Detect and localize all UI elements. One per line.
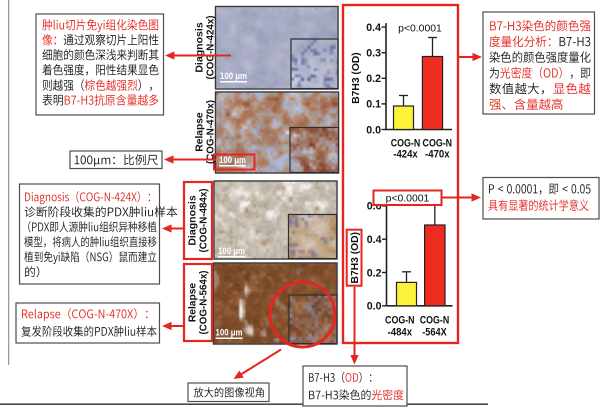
svg-text:Relapse: Relapse: [188, 283, 199, 322]
svg-text:100 μm: 100 μm: [216, 328, 243, 338]
svg-text:100 μm: 100 μm: [220, 71, 247, 81]
svg-text:p<0.0001: p<0.0001: [398, 24, 442, 35]
svg-text:100 μm: 100 μm: [218, 246, 245, 256]
svg-text:0.4: 0.4: [366, 22, 381, 34]
svg-text:0.4: 0.4: [367, 234, 382, 246]
svg-text:-564X: -564X: [422, 327, 447, 339]
svg-text:Relapse: Relapse: [195, 112, 206, 151]
svg-text:0.3: 0.3: [366, 48, 381, 60]
svg-text:(COG-N-424x): (COG-N-424x): [206, 16, 217, 80]
svg-text:Diagnosis: Diagnosis: [195, 22, 206, 73]
svg-text:B7H3 (OD): B7H3 (OD): [350, 232, 361, 284]
svg-text:0.0: 0.0: [366, 124, 381, 136]
svg-text:-424x: -424x: [393, 148, 418, 160]
svg-text:(COG-N-484x): (COG-N-484x): [199, 189, 210, 253]
svg-text:B7H3 (OD): B7H3 (OD): [351, 52, 362, 104]
svg-text:0.1: 0.1: [366, 99, 381, 111]
svg-text:0.2: 0.2: [367, 267, 382, 279]
svg-text:p<0.0001: p<0.0001: [386, 194, 430, 205]
svg-text:(COG-N-470x): (COG-N-470x): [206, 100, 217, 164]
svg-text:(COG-N-564x): (COG-N-564x): [199, 271, 210, 335]
svg-text:COG-N: COG-N: [420, 315, 450, 327]
svg-text:COG-N: COG-N: [423, 137, 453, 149]
svg-text:0.0: 0.0: [367, 301, 382, 313]
svg-text:COG-N: COG-N: [391, 137, 421, 149]
svg-text:COG-N: COG-N: [385, 315, 415, 327]
svg-text:-470x: -470x: [425, 148, 450, 160]
svg-text:100 μm: 100 μm: [219, 155, 246, 165]
svg-text:Diagnosis: Diagnosis: [188, 195, 199, 246]
svg-text:0.2: 0.2: [366, 73, 381, 85]
svg-text:-484x: -484x: [388, 327, 413, 339]
